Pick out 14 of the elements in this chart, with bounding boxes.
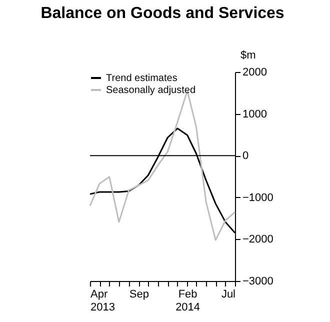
y-tick-label: 1000 <box>242 108 267 120</box>
y-tick-label: 2000 <box>242 66 267 78</box>
y-tick-label: −2000 <box>242 234 274 246</box>
y-axis-title: $m <box>240 50 256 62</box>
x-tick-label: Feb 2014 <box>176 288 200 314</box>
x-tick-label: Jul <box>221 288 236 300</box>
y-tick-label: −3000 <box>242 276 274 288</box>
x-tick-label: Sep <box>129 288 149 300</box>
legend-label: Trend estimates <box>106 73 178 84</box>
y-tick-label: 0 <box>242 150 249 162</box>
chart-title: Balance on Goods and Services <box>40 5 284 22</box>
x-tick-label: Apr 2013 <box>90 288 115 314</box>
legend-label: Seasonally adjusted <box>106 85 196 96</box>
y-tick-label: −1000 <box>242 192 274 204</box>
